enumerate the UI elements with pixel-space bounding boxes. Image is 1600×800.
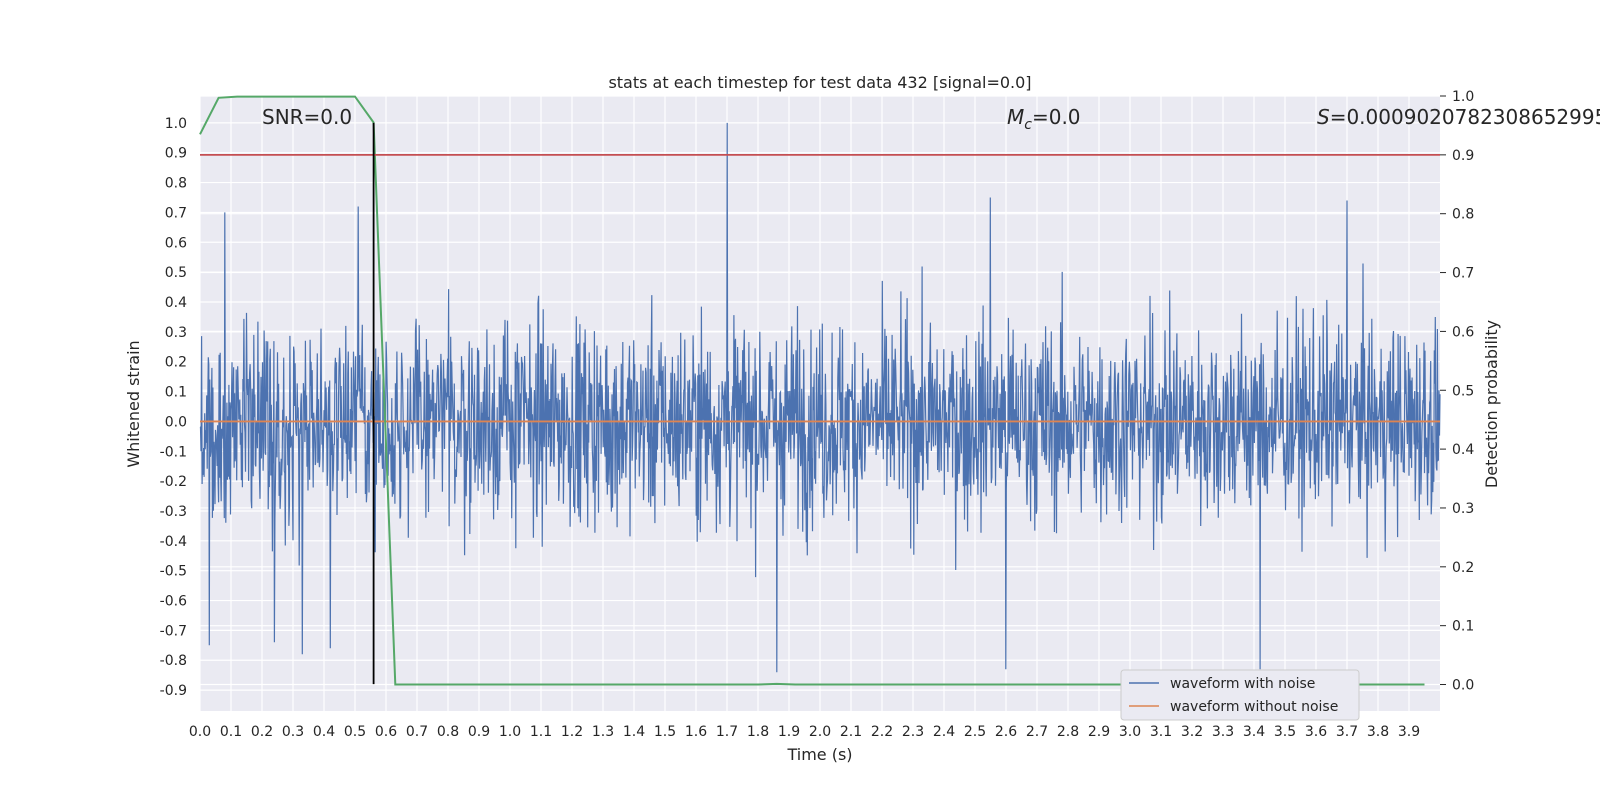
left-y-tick-label: 0.7 (165, 205, 187, 221)
detection-probability-line (199, 95, 1425, 686)
chirp-mass-annotation: Mc=0.0 (1007, 105, 1081, 133)
x-tick-label: 2.8 (1057, 724, 1079, 740)
left-y-tick-label: -0.7 (160, 623, 187, 639)
x-tick-label: 0.3 (282, 724, 304, 740)
x-tick-label: 3.5 (1274, 724, 1296, 740)
left-y-tick-label: 0.6 (165, 235, 187, 251)
x-tick-label: 1.2 (561, 724, 583, 740)
s-value: =0.0009020782308652995 (1330, 105, 1600, 129)
x-tick-label: 2.9 (1088, 724, 1110, 740)
left-y-tick-label: -0.1 (160, 444, 187, 460)
x-tick-label: 3.2 (1181, 724, 1203, 740)
x-tick-label: 0.1 (220, 724, 242, 740)
x-tick-label: 0.2 (251, 724, 273, 740)
chirp-mass-value: =0.0 (1032, 105, 1081, 129)
x-tick-label: 2.4 (933, 724, 955, 740)
left-y-tick-label: -0.4 (160, 534, 187, 550)
x-tick-label: 1.0 (499, 724, 521, 740)
x-tick-label: 0.8 (437, 724, 459, 740)
x-tick-label: 0.9 (468, 724, 490, 740)
legend-label-clean: waveform without noise (1170, 699, 1338, 715)
right-y-tick-label: 0.4 (1452, 442, 1474, 458)
x-tick-label: 3.9 (1398, 724, 1420, 740)
left-y-tick-label: 0.4 (165, 295, 187, 311)
series-waveform-with-noise (199, 122, 1441, 673)
x-tick-label: 3.4 (1243, 724, 1265, 740)
x-tick-label: 3.8 (1367, 724, 1389, 740)
x-tick-label: 1.1 (530, 724, 552, 740)
x-tick-label: 1.7 (716, 724, 738, 740)
left-y-tick-label: 0.3 (165, 325, 187, 341)
right-y-axis-label: Detection probability (1482, 320, 1501, 488)
x-tick-label: 3.3 (1212, 724, 1234, 740)
snr-annotation: SNR=0.0 (262, 105, 352, 129)
left-y-tick-label: -0.8 (160, 653, 187, 669)
left-y-tick-label: 0.5 (165, 265, 187, 281)
x-tick-label: 3.0 (1119, 724, 1141, 740)
chirp-mass-symbol: M (1007, 105, 1024, 129)
s-symbol: S (1317, 105, 1330, 129)
s-annotation: S=0.0009020782308652995 (1317, 105, 1600, 129)
legend-box (1120, 669, 1360, 721)
right-y-tick-label: 0.5 (1452, 383, 1474, 399)
chart-title: stats at each timestep for test data 432… (608, 73, 1031, 92)
left-y-tick-label: 0.0 (165, 414, 187, 430)
x-tick-label: 0.4 (313, 724, 335, 740)
right-y-tick-label: 0.1 (1452, 619, 1474, 635)
x-tick-label: 0.0 (189, 724, 211, 740)
x-tick-label: 2.7 (1026, 724, 1048, 740)
legend: waveform with noise waveform without noi… (1120, 669, 1360, 721)
x-tick-label: 1.8 (747, 724, 769, 740)
x-tick-label: 2.5 (964, 724, 986, 740)
left-y-tick-label: 0.9 (165, 146, 187, 162)
x-tick-label: 1.3 (592, 724, 614, 740)
right-y-tick-label: 1.0 (1452, 89, 1474, 105)
x-tick-label: 2.0 (809, 724, 831, 740)
left-y-tick-label: 0.1 (165, 385, 187, 401)
x-tick-label: 1.5 (654, 724, 676, 740)
x-tick-label: 0.7 (406, 724, 428, 740)
left-y-tick-label: -0.2 (160, 474, 187, 490)
right-y-tick-label: 0.6 (1452, 324, 1474, 340)
waveform-with-noise-line (199, 122, 1441, 673)
right-y-tick-label: 0.9 (1452, 148, 1474, 164)
x-tick-label: 2.1 (840, 724, 862, 740)
series-detection-probability (199, 95, 1425, 686)
left-y-tick-label: 1.0 (165, 116, 187, 132)
x-tick-label: 2.6 (995, 724, 1017, 740)
left-y-tick-label: -0.9 (160, 683, 187, 699)
x-tick-label: 1.9 (778, 724, 800, 740)
x-tick-label: 0.6 (375, 724, 397, 740)
right-y-tick-label: 0.0 (1452, 678, 1474, 694)
left-y-tick-label: 0.2 (165, 355, 187, 371)
reference-lines (200, 122, 1440, 685)
x-tick-label: 0.5 (344, 724, 366, 740)
left-y-tick-label: -0.6 (160, 594, 187, 610)
left-y-tick-label: -0.5 (160, 564, 187, 580)
right-y-tick-label: 0.2 (1452, 560, 1474, 576)
x-tick-label: 3.6 (1305, 724, 1327, 740)
left-y-tick-labels: 1.0 0.9 0.8 0.7 0.6 0.5 0.4 0.3 0.2 0.1 0.0 -0.1 -0.… (160, 116, 187, 699)
x-tick-label: 3.7 (1336, 724, 1358, 740)
x-tick-label: 1.4 (623, 724, 645, 740)
left-y-tick-label: 0.8 (165, 176, 187, 192)
right-y-tick-labels: 1.0 0.9 0.8 0.7 0.6 0.5 0.4 0.3 0.2 0.1 0.0 (1440, 89, 1474, 694)
legend-label-noise: waveform with noise (1170, 676, 1315, 692)
x-axis-label: Time (s) (786, 745, 852, 764)
left-y-tick-label: -0.3 (160, 504, 187, 520)
x-tick-labels: 0.0 0.1 0.2 0.3 0.4 0.5 0.6 0.7 0.8 0.9 1.0 1.1 1.2 1… (189, 724, 1420, 740)
chirp-mass-subscript: c (1024, 117, 1032, 133)
left-y-axis-label: Whitened strain (124, 340, 143, 467)
right-y-tick-label: 0.3 (1452, 501, 1474, 517)
right-y-tick-label: 0.8 (1452, 207, 1474, 223)
x-tick-label: 3.1 (1150, 724, 1172, 740)
x-tick-label: 1.6 (685, 724, 707, 740)
x-tick-label: 2.3 (902, 724, 924, 740)
x-tick-label: 2.2 (871, 724, 893, 740)
right-y-tick-label: 0.7 (1452, 266, 1474, 282)
